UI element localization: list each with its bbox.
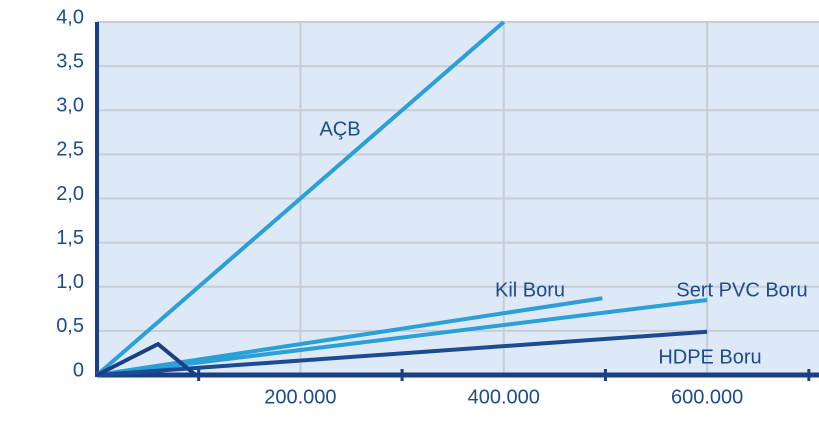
- x-tick-label: 600.000: [671, 386, 743, 408]
- series-label: HDPE Boru: [658, 346, 761, 368]
- y-tick-label: 2,5: [56, 139, 84, 161]
- y-tick-label: 0,5: [56, 315, 84, 337]
- x-tick-label: 400.000: [468, 386, 540, 408]
- y-tick-label: 1,5: [56, 227, 84, 249]
- series-line: [95, 20, 506, 377]
- series-line: [96, 329, 708, 377]
- y-tick-label: 2,0: [56, 183, 84, 205]
- y-tick-label: 0: [73, 359, 84, 381]
- series-line: [96, 341, 197, 377]
- x-tick-label: 200.000: [264, 386, 336, 408]
- series-label: Sert PVC Boru: [676, 279, 807, 301]
- y-tick-label: 3,0: [56, 95, 84, 117]
- series-label: AÇB: [319, 118, 360, 140]
- series-label: Kil Boru: [495, 279, 565, 301]
- y-tick-label: 1,0: [56, 271, 84, 293]
- series-line: [96, 298, 708, 377]
- y-tick-label: 4,0: [56, 6, 84, 28]
- y-tick-label: 3,5: [56, 50, 84, 72]
